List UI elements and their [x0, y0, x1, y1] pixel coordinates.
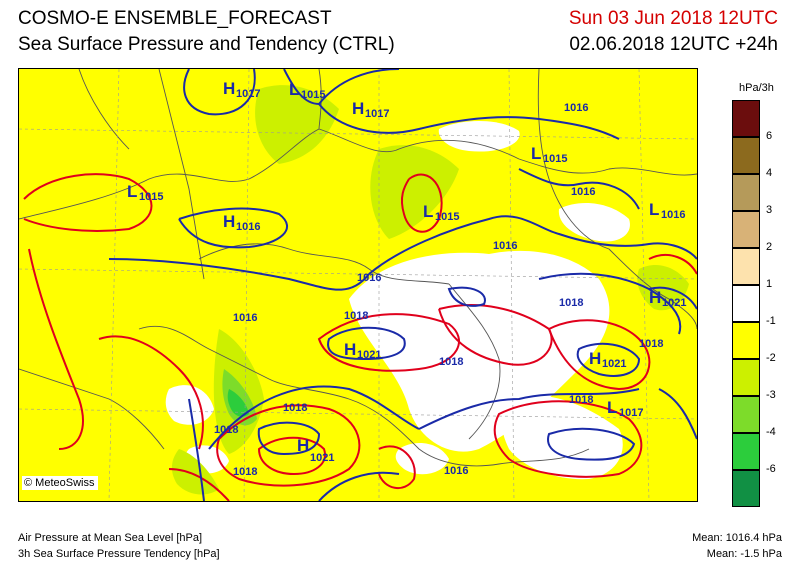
chart-subtitle: Sea Surface Pressure and Tendency (CTRL): [18, 34, 395, 55]
pressure-center-symbol: L: [649, 200, 659, 219]
footer-pressure-label: Air Pressure at Mean Sea Level [hPa]: [18, 532, 203, 544]
pressure-centers: H 1017 L 1015 H 1017 L 1015 L 1015 H 101…: [127, 79, 686, 464]
map-grid: [19, 69, 697, 501]
pressure-center-value: 1015: [543, 153, 567, 165]
legend-swatch: [732, 211, 760, 248]
pressure-center-symbol: H: [649, 288, 661, 307]
legend-label: -3: [766, 389, 776, 401]
run-time: 02.06.2018 12UTC +24h: [569, 34, 778, 55]
legend-swatch: [732, 470, 760, 507]
legend-swatch: [732, 396, 760, 433]
footer-tendency-mean: Mean: -1.5 hPa: [706, 548, 782, 560]
legend-swatch: [732, 248, 760, 285]
legend-label: -4: [766, 426, 776, 438]
isobar-label: 1016: [233, 312, 257, 324]
pressure-center-symbol: H: [589, 349, 601, 368]
pressure-center-symbol: L: [607, 398, 617, 417]
country-borders: [19, 69, 697, 467]
valid-time: Sun 03 Jun 2018 12UTC: [568, 8, 778, 29]
pressure-center-value: 1015: [435, 211, 459, 223]
pressure-center-symbol: H: [297, 436, 309, 455]
pressure-center-value: 1015: [139, 191, 163, 203]
pressure-center-value: 1017: [236, 88, 260, 100]
pressure-center-value: 1015: [301, 89, 325, 101]
legend-label: 4: [766, 167, 773, 179]
pressure-center-value: 1017: [619, 407, 643, 419]
isobar-label: 1016: [571, 186, 595, 198]
legend-label: 6: [766, 130, 773, 142]
pressure-center-symbol: L: [127, 182, 137, 201]
isobars: [108, 69, 697, 501]
legend-swatch: [732, 322, 760, 359]
legend-swatch: [732, 137, 760, 174]
footer-tendency-label: 3h Sea Surface Pressure Tendency [hPa]: [18, 548, 220, 560]
pressure-center-value: 1021: [310, 452, 334, 464]
isobar-label: 1016: [444, 465, 468, 477]
pressure-center-symbol: H: [344, 340, 356, 359]
legend-swatch: [732, 174, 760, 211]
forecast-map: H 1017 L 1015 H 1017 L 1015 L 1015 H 101…: [18, 68, 698, 502]
isobar-label: 1018: [344, 310, 368, 322]
pressure-center-value: 1021: [357, 349, 381, 361]
pressure-center-value: 1017: [365, 108, 389, 120]
legend-label: 2: [766, 241, 773, 253]
legend-swatch: [732, 100, 760, 137]
isobar-label: 1018: [233, 466, 257, 478]
isobar-label: 1016: [564, 102, 588, 114]
isobar-labels: 1016 1016 1016 1016 1016 1018 1018 1018 …: [214, 102, 663, 478]
legend-swatch: [732, 433, 760, 470]
pressure-center-value: 1016: [236, 221, 260, 233]
pressure-center-symbol: L: [289, 80, 299, 99]
copyright-notice: © MeteoSwiss: [22, 476, 99, 490]
isobar-label: 1018: [639, 338, 663, 350]
isobar-label: 1016: [357, 272, 381, 284]
legend-label: -2: [766, 352, 776, 364]
legend-swatch: [732, 285, 760, 322]
pressure-center-symbol: H: [223, 212, 235, 231]
pressure-center-symbol: H: [223, 79, 235, 98]
pressure-center-value: 1021: [662, 297, 686, 309]
footer-pressure-mean: Mean: 1016.4 hPa: [692, 532, 782, 544]
legend-unit: hPa/3h: [739, 82, 774, 94]
isobar-label: 1018: [439, 356, 463, 368]
pressure-center-symbol: L: [531, 144, 541, 163]
isobar-label: 1016: [493, 240, 517, 252]
legend-label: -1: [766, 315, 776, 327]
pressure-center-value: 1016: [661, 209, 685, 221]
tendency-contours: [23, 173, 697, 501]
legend-label: -6: [766, 463, 776, 475]
pressure-center-symbol: L: [423, 202, 433, 221]
legend-swatch: [732, 359, 760, 396]
legend-label: 1: [766, 278, 773, 290]
legend-label: 3: [766, 204, 773, 216]
copyright-text: © MeteoSwiss: [24, 477, 95, 489]
isobar-label: 1018: [214, 424, 238, 436]
chart-title: COSMO-E ENSEMBLE_FORECAST: [18, 8, 332, 29]
pressure-center-value: 1021: [602, 358, 626, 370]
isobar-label: 1018: [569, 394, 593, 406]
pressure-center-symbol: H: [352, 99, 364, 118]
isobar-label: 1018: [559, 297, 583, 309]
isobar-label: 1018: [283, 402, 307, 414]
